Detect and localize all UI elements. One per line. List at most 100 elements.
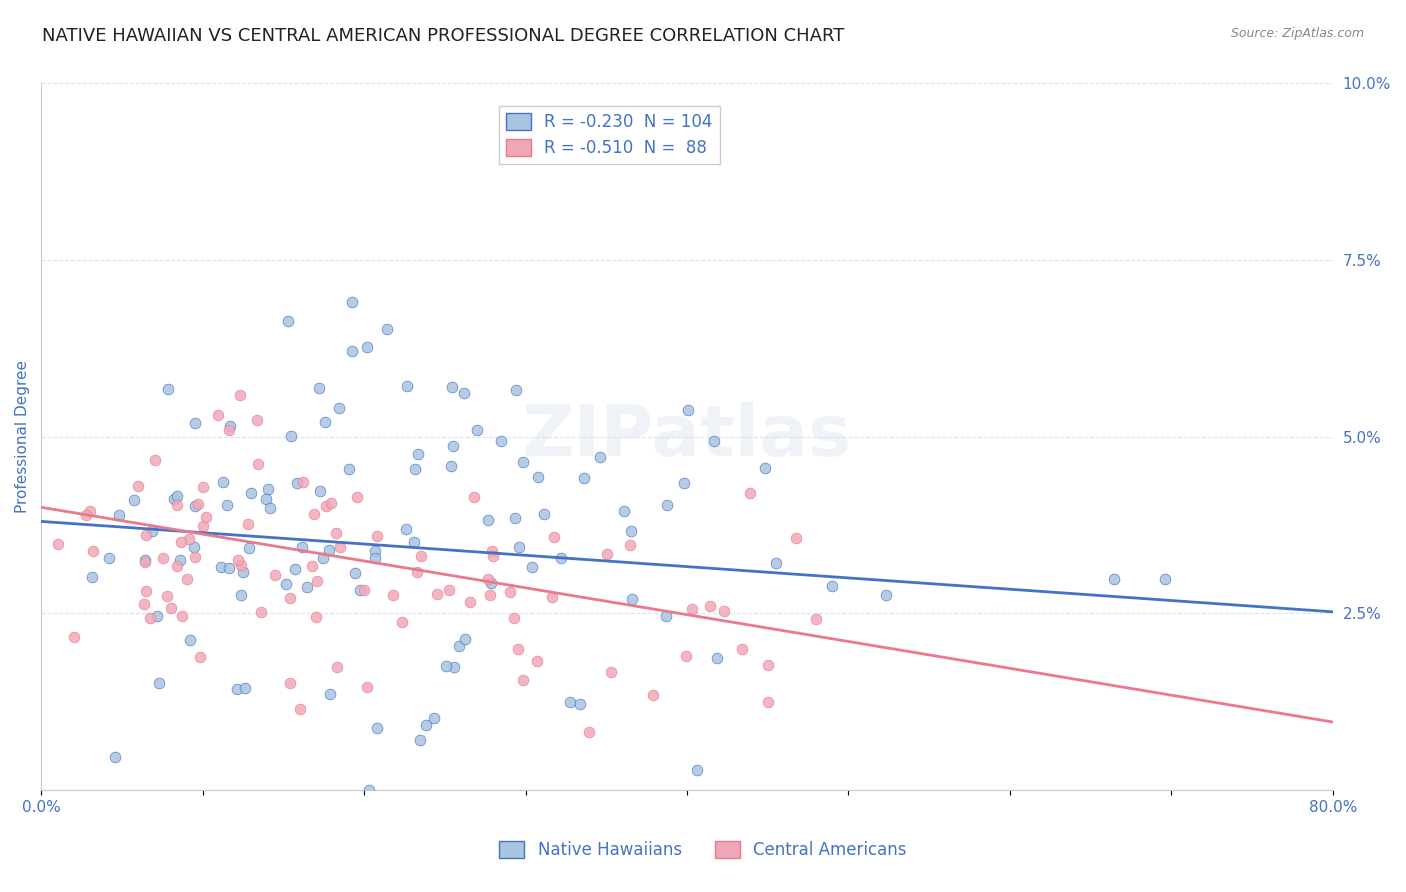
Point — [503, 610, 526, 624]
Point — [512, 455, 534, 469]
Point — [169, 552, 191, 566]
Point — [229, 388, 252, 402]
Point — [218, 423, 240, 437]
Point — [134, 555, 156, 569]
Point — [443, 659, 465, 673]
Point — [212, 475, 235, 489]
Point — [238, 541, 260, 555]
Point — [247, 457, 270, 471]
Point — [395, 522, 418, 536]
Point — [80, 569, 103, 583]
Point — [318, 542, 340, 557]
Point — [540, 590, 562, 604]
Point — [152, 550, 174, 565]
Point — [135, 583, 157, 598]
Point — [356, 680, 378, 694]
Point — [364, 550, 387, 565]
Point — [295, 580, 318, 594]
Point — [499, 585, 522, 599]
Text: NATIVE HAWAIIAN VS CENTRAL AMERICAN PROFESSIONAL DEGREE CORRELATION CHART: NATIVE HAWAIIAN VS CENTRAL AMERICAN PROF… — [42, 27, 845, 45]
Point — [238, 517, 260, 532]
Point — [756, 695, 779, 709]
Point — [46, 537, 69, 551]
Point — [314, 415, 336, 429]
Point — [673, 476, 696, 491]
Point — [756, 657, 779, 672]
Point — [437, 583, 460, 598]
Point — [278, 675, 301, 690]
Point — [305, 574, 328, 588]
Point — [315, 499, 337, 513]
Point — [207, 409, 229, 423]
Point — [177, 532, 200, 546]
Point — [156, 382, 179, 396]
Point — [82, 543, 104, 558]
Point — [520, 560, 543, 574]
Point — [454, 632, 477, 646]
Point — [108, 508, 131, 522]
Point — [156, 589, 179, 603]
Point — [613, 503, 636, 517]
Point — [343, 566, 366, 581]
Point — [309, 483, 332, 498]
Point — [166, 498, 188, 512]
Point — [558, 695, 581, 709]
Point — [477, 512, 499, 526]
Point — [184, 550, 207, 565]
Point — [146, 609, 169, 624]
Point — [482, 549, 505, 563]
Point — [681, 602, 703, 616]
Point — [706, 651, 728, 665]
Point — [254, 491, 277, 506]
Point — [703, 434, 725, 449]
Point — [820, 579, 842, 593]
Point — [346, 490, 368, 504]
Point — [366, 529, 388, 543]
Point — [382, 588, 405, 602]
Point — [259, 500, 281, 515]
Point — [134, 597, 156, 611]
Point — [415, 717, 437, 731]
Point — [505, 384, 527, 398]
Point — [595, 547, 617, 561]
Point — [404, 462, 426, 476]
Point — [170, 609, 193, 624]
Point — [600, 665, 623, 679]
Point — [730, 641, 752, 656]
Point — [423, 711, 446, 725]
Point — [312, 550, 335, 565]
Point — [217, 498, 239, 512]
Point — [804, 612, 827, 626]
Point — [194, 509, 217, 524]
Point — [526, 654, 548, 668]
Point — [122, 493, 145, 508]
Point — [240, 486, 263, 500]
Point — [409, 732, 432, 747]
Point — [283, 562, 305, 576]
Point — [301, 558, 323, 573]
Point — [139, 611, 162, 625]
Point — [148, 676, 170, 690]
Text: ZIPatlas: ZIPatlas — [522, 402, 852, 471]
Point — [738, 486, 761, 500]
Point — [349, 582, 371, 597]
Point — [288, 702, 311, 716]
Point — [321, 496, 343, 510]
Point — [406, 565, 429, 579]
Point — [183, 540, 205, 554]
Point — [342, 343, 364, 358]
Point — [291, 541, 314, 555]
Point — [209, 560, 232, 574]
Text: Source: ZipAtlas.com: Source: ZipAtlas.com — [1230, 27, 1364, 40]
Point — [280, 429, 302, 443]
Point — [329, 541, 352, 555]
Point — [477, 572, 499, 586]
Point — [1102, 572, 1125, 586]
Point — [364, 543, 387, 558]
Point — [357, 782, 380, 797]
Point — [353, 583, 375, 598]
Legend: R = -0.230  N = 104, R = -0.510  N =  88: R = -0.230 N = 104, R = -0.510 N = 88 — [499, 106, 720, 164]
Legend: Native Hawaiians, Central Americans: Native Hawaiians, Central Americans — [492, 834, 914, 866]
Point — [508, 541, 530, 555]
Point — [305, 609, 328, 624]
